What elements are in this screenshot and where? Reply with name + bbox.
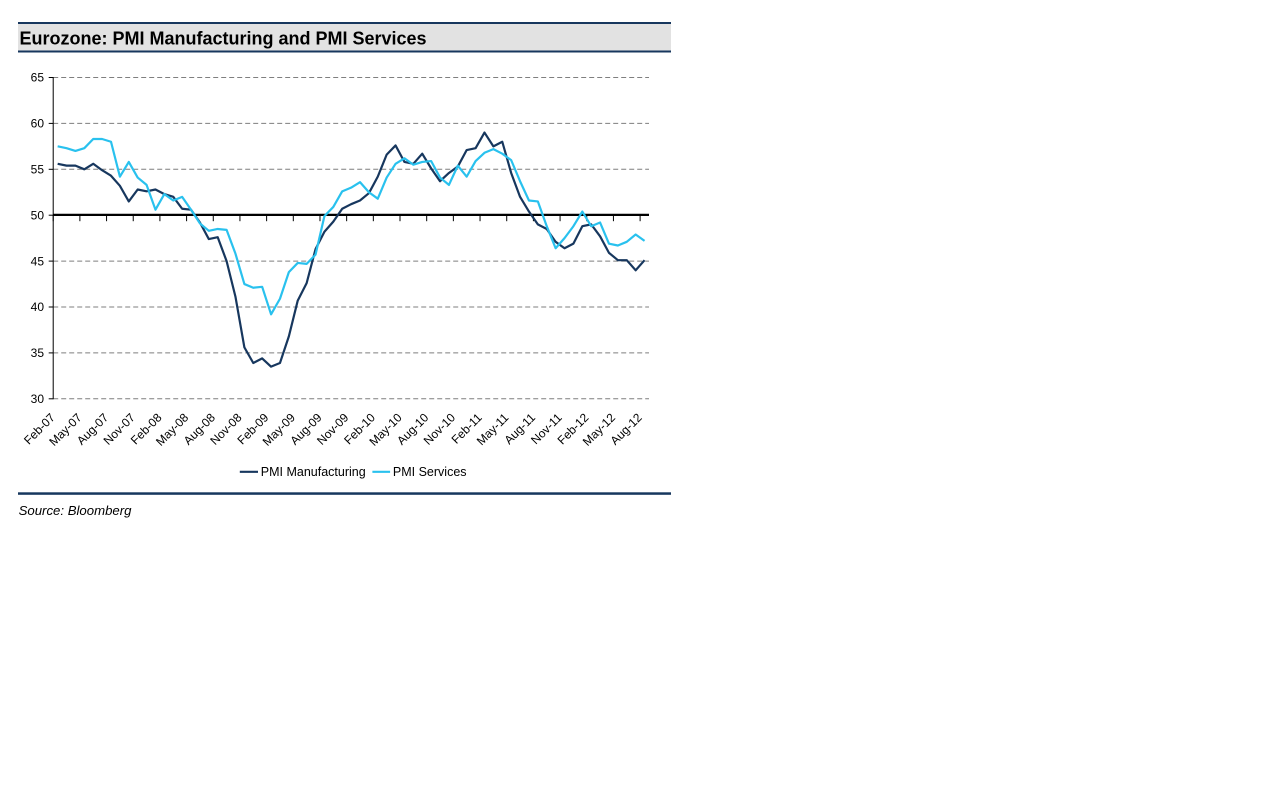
svg-text:60: 60 [31, 117, 45, 131]
svg-text:PMI Manufacturing: PMI Manufacturing [261, 465, 366, 479]
svg-text:Source: Bloomberg: Source: Bloomberg [19, 503, 133, 518]
svg-text:PMI Services: PMI Services [393, 465, 467, 479]
svg-text:Eurozone: PMI Manufacturing an: Eurozone: PMI Manufacturing and PMI Serv… [20, 29, 427, 49]
svg-text:30: 30 [31, 392, 45, 406]
svg-text:45: 45 [31, 254, 45, 268]
svg-text:50: 50 [31, 208, 45, 222]
svg-text:35: 35 [31, 346, 45, 360]
svg-text:55: 55 [31, 163, 45, 177]
svg-text:40: 40 [31, 300, 45, 314]
svg-text:65: 65 [31, 71, 45, 85]
